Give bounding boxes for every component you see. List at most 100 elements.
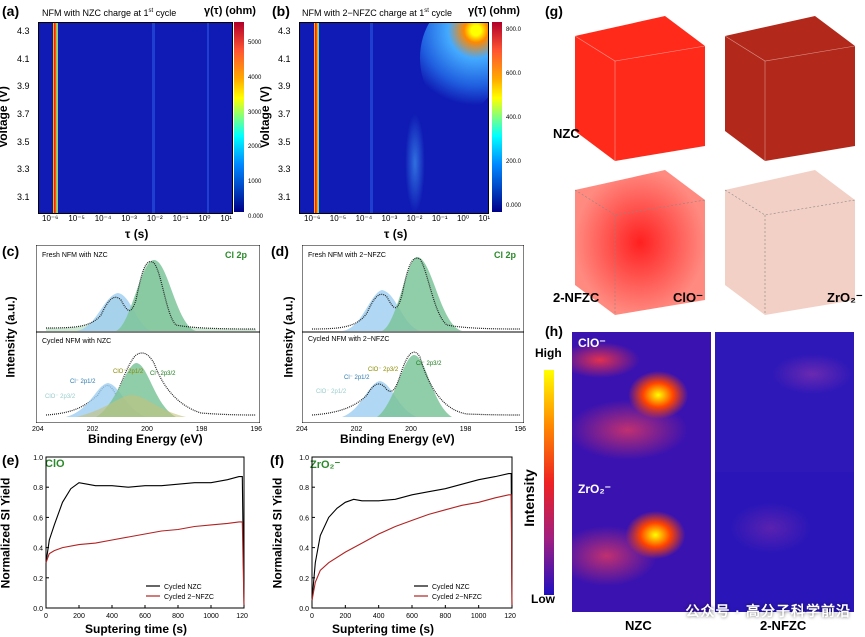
panel-f: (f) ZrO₂⁻ Normalized SI Yield 0.0 0.2 0.4 0… — [270, 448, 545, 637]
si-axis-label: Normalized SI Yield — [0, 477, 13, 589]
map-2nfzc-zro2 — [715, 472, 854, 612]
map-nzc-zro2 — [572, 472, 711, 612]
y-tick-label: 0.0 — [33, 606, 43, 613]
y-tick-label: 1.0 — [299, 455, 309, 462]
x-tick-label: 600 — [406, 613, 418, 620]
panel-g-label: (g) — [545, 3, 563, 19]
x-tick: 198 — [195, 426, 208, 433]
panel-f-label: (f) — [270, 452, 284, 468]
x-tick: 10⁻⁵ — [329, 214, 347, 223]
tau-axis-label: τ (s) — [125, 227, 149, 241]
x-tick: 10⁻⁴ — [355, 214, 373, 223]
cbar-tick: 0.000 — [248, 213, 264, 220]
plot-frame — [311, 456, 513, 609]
col-label-2nfzc: 2-NFZC — [760, 618, 807, 633]
series-line — [45, 521, 245, 606]
panel-c-bot-title: Cycled NFM with NZC — [42, 338, 112, 345]
x-tick: 204 — [32, 426, 44, 433]
intensity-colorbar — [544, 370, 554, 595]
panel-b-heatmap — [299, 22, 489, 214]
row-label-nzc: NZC — [553, 126, 580, 141]
panel-d-top-title: Fresh NFM with 2−NFZC — [308, 252, 386, 259]
intensity-axis-label: Intensity (a.u.) — [3, 296, 18, 378]
panel-c-xps-plot — [36, 245, 260, 423]
plot-frame — [45, 456, 245, 609]
intensity-axis-label: Intensity (a.u.) — [281, 296, 296, 378]
x-tick: 10⁻² — [146, 214, 163, 223]
panel-a-title: NFM with NZC charge at 1st cycle — [42, 8, 177, 18]
x-tick-label: 400 — [373, 613, 385, 620]
map-label-zro2: ZrO₂⁻ — [578, 482, 611, 496]
time-axis-label: Suptering time (s) — [85, 622, 188, 636]
x-tick: 202 — [86, 426, 99, 433]
peak-label: ClO⁻ 2p3/2 — [45, 394, 76, 400]
panel-b-colorbar — [492, 22, 502, 212]
intensity-axis-label: Intensity — [520, 469, 537, 527]
x-tick: 200 — [141, 426, 153, 433]
panel-e-line-chart: 0.0 0.2 0.4 0.6 0.8 1.0 0 200 400 600 800 1000 1200 C… — [33, 455, 248, 620]
panel-c-label: (c) — [2, 243, 20, 259]
x-tick: 200 — [405, 426, 417, 433]
panel-e-label: (e) — [2, 452, 20, 468]
cbar-tick: 1000 — [248, 179, 262, 186]
panel-a-heatmap — [38, 22, 233, 214]
high-label: High — [535, 346, 562, 360]
x-tick-label: 200 — [339, 613, 351, 620]
y-tick: 4.1 — [278, 53, 291, 64]
cube-2nfzc-clo — [574, 170, 706, 315]
low-label: Low — [531, 592, 555, 606]
x-tick: 10⁻⁴ — [94, 214, 112, 223]
panel-d: (d) Intensity (a.u.) Fresh NFM with 2−NF… — [268, 240, 543, 446]
panel-a: (a) NFM with NZC charge at 1st cycle γ(τ… — [0, 0, 275, 241]
y-tick: 3.7 — [278, 108, 291, 119]
x-tick: 10⁻¹ — [172, 214, 189, 223]
cbar-tick: 2000 — [248, 144, 262, 151]
cbar-tick: 3000 — [248, 109, 262, 116]
y-tick: 3.5 — [17, 136, 30, 147]
y-tick: 3.3 — [17, 164, 30, 175]
cbar-tick: 400.0 — [506, 115, 522, 121]
panel-c-top-right: Cl 2p — [225, 250, 248, 260]
x-tick-label: 1200 — [504, 613, 516, 620]
cbar-tick: 0.000 — [506, 203, 522, 209]
panel-g: (g) NZC 2-NFZC ClO⁻ ZrO₂⁻ — [545, 0, 865, 320]
y-tick: 3.3 — [278, 164, 291, 175]
cbar-tick: 200.0 — [506, 159, 522, 165]
x-tick: 10⁻¹ — [431, 214, 448, 223]
voltage-axis-label: Voltage (V) — [0, 86, 10, 148]
x-tick-label: 800 — [172, 613, 184, 620]
x-tick: 196 — [250, 426, 262, 433]
panel-d-xps-plot — [302, 245, 524, 423]
row-label-2nfzc: 2-NFZC — [553, 290, 600, 305]
be-axis-label: Binding Energy (eV) — [88, 432, 203, 446]
y-tick: 3.7 — [17, 108, 30, 119]
peak-label: ClO⁻ 2p1/2 — [113, 369, 144, 375]
col-label-clo: ClO⁻ — [673, 290, 703, 305]
y-tick-label: 0.0 — [299, 606, 309, 613]
x-tick: 196 — [514, 426, 526, 433]
x-tick: 10⁰ — [456, 214, 470, 223]
y-tick: 3.9 — [278, 81, 291, 92]
watermark: 公众号 · 高分子科学前沿 — [685, 603, 851, 619]
series-line — [45, 476, 245, 606]
series-line — [311, 494, 513, 606]
x-tick-label: 1200 — [236, 613, 248, 620]
x-tick: 10⁻³ — [381, 214, 398, 223]
y-tick: 4.3 — [278, 26, 291, 36]
y-tick: 3.1 — [278, 191, 291, 202]
x-tick: 10⁻⁶ — [42, 214, 59, 223]
x-tick: 10⁻⁶ — [304, 214, 321, 223]
panel-e: (e) ClO Normalized SI Yield 0.0 0.2 0.4 0.6… — [0, 448, 270, 637]
x-tick: 10⁻² — [406, 214, 423, 223]
panel-a-cbar-title: γ(τ) (ohm) — [204, 5, 256, 17]
y-tick-label: 0.6 — [299, 515, 309, 522]
panel-d-top-right: Cl 2p — [494, 250, 517, 260]
legend-label: Cycled NZC — [164, 584, 202, 591]
panel-h: (h) High Intensity Low ClO⁻ ZrO₂⁻ NZC 2-… — [521, 320, 865, 637]
voltage-axis-label: Voltage (V) — [257, 86, 272, 148]
y-tick-label: 0.8 — [299, 485, 309, 492]
x-tick-label: 200 — [73, 613, 85, 620]
cube-2nfzc-zro2 — [724, 170, 856, 315]
x-tick: 10¹ — [220, 214, 232, 223]
panel-b-cbar-title: γ(τ) (ohm) — [468, 5, 520, 17]
